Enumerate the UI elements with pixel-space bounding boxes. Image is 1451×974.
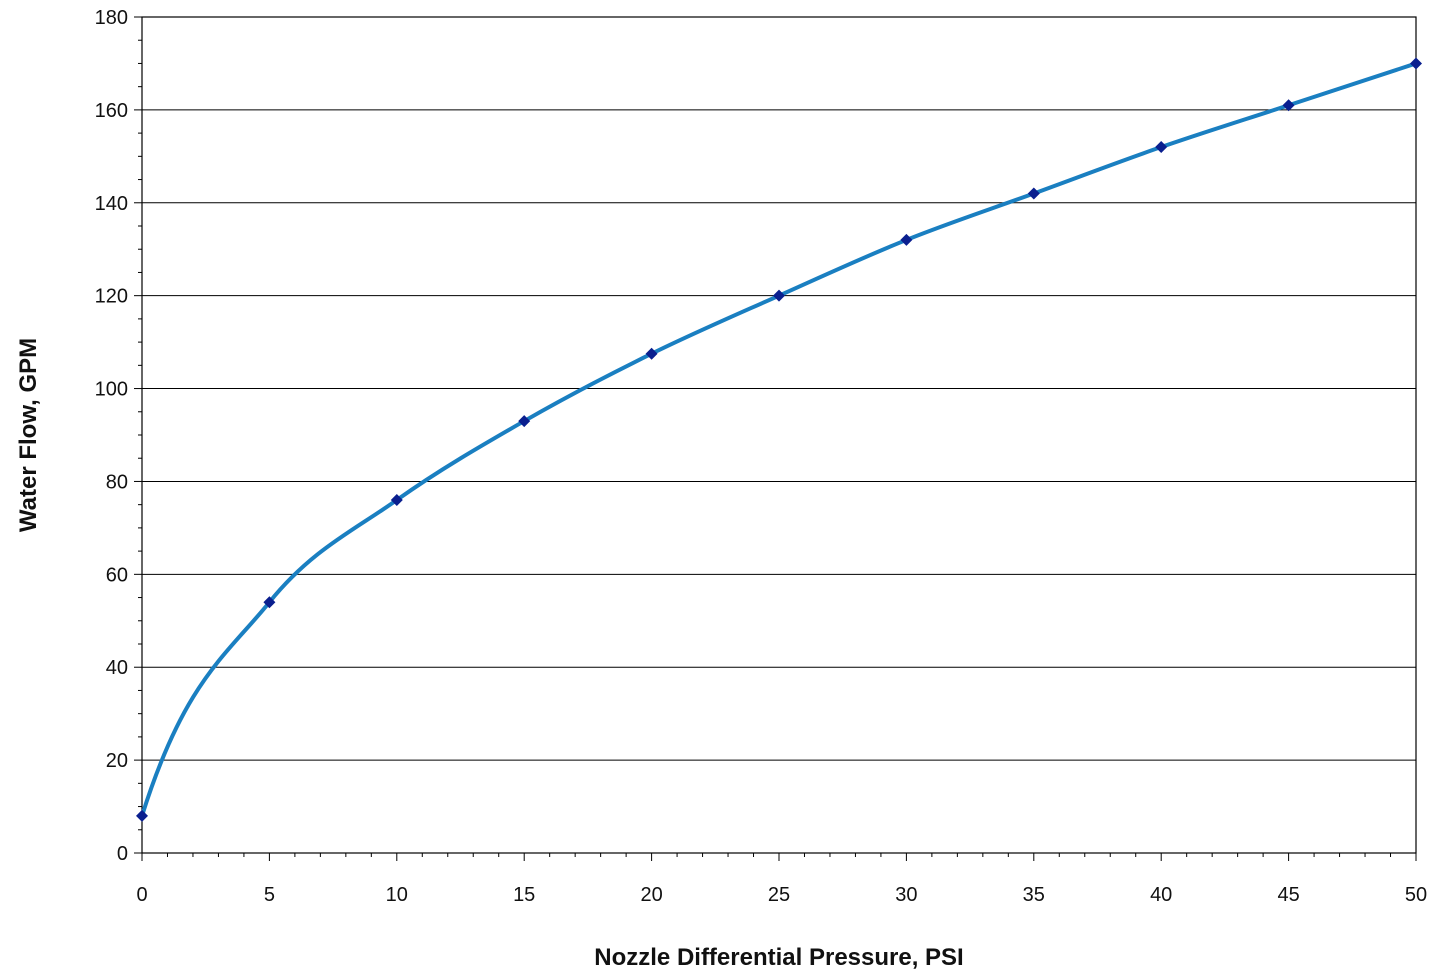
series-line-0 — [140, 61, 1417, 817]
data-point-8 — [1155, 141, 1168, 154]
y-tick-label-100: 100 — [95, 379, 128, 401]
y-tick-label-0: 0 — [117, 843, 128, 865]
data-point-2 — [390, 494, 403, 507]
y-tick-label-180: 180 — [95, 7, 128, 29]
tick-labels: 0 20 40 60 80 100 120 140 160 180 0 5 10 15 20 25 30 35 40… — [95, 7, 1428, 906]
x-tick-label-5: 5 — [264, 884, 275, 906]
data-point-4 — [645, 347, 658, 360]
x-tick-label-50: 50 — [1405, 884, 1427, 906]
x-tick-label-15: 15 — [513, 884, 535, 906]
data-point-5 — [773, 289, 785, 302]
x-tick-label-30: 30 — [895, 884, 917, 906]
y-tick-label-140: 140 — [95, 193, 128, 215]
data-point-6 — [900, 233, 913, 246]
y-tick-label-60: 60 — [106, 564, 128, 586]
series-line — [140, 61, 1417, 817]
x-tick-label-10: 10 — [386, 884, 408, 906]
y-tick-label-80: 80 — [106, 471, 128, 493]
y-tick-label-160: 160 — [95, 100, 128, 122]
x-tick-label-0: 0 — [136, 884, 147, 906]
gridlines — [142, 16, 1416, 761]
x-tick-label-40: 40 — [1150, 884, 1172, 906]
y-tick-label-20: 20 — [106, 750, 128, 772]
data-point-7 — [1027, 187, 1040, 200]
data-point-0 — [136, 809, 148, 822]
x-tick-label-20: 20 — [640, 884, 662, 906]
y-axis-title: Water Flow, GPM — [15, 338, 42, 532]
axes — [134, 16, 1417, 861]
data-point-1 — [263, 596, 276, 609]
y-tick-label-120: 120 — [95, 286, 128, 308]
plot-border — [141, 16, 1417, 854]
data-point-3 — [518, 415, 531, 428]
x-tick-label-45: 45 — [1277, 884, 1299, 906]
x-tick-label-25: 25 — [768, 884, 790, 906]
data-markers — [136, 57, 1422, 822]
data-point-9 — [1282, 99, 1295, 112]
data-point-10 — [1410, 57, 1422, 70]
y-tick-label-40: 40 — [106, 657, 128, 679]
x-axis-title: Nozzle Differential Pressure, PSI — [594, 944, 963, 971]
x-tick-label-35: 35 — [1023, 884, 1045, 906]
